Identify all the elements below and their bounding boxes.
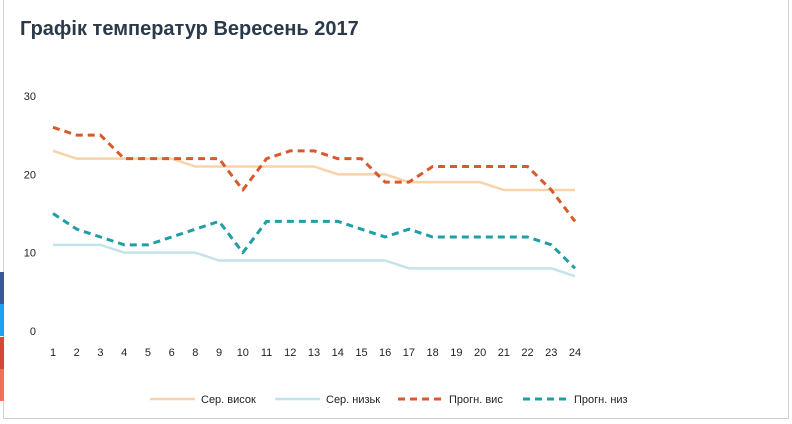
x-tick-label: 21 bbox=[498, 347, 510, 359]
x-tick-label: 5 bbox=[145, 347, 151, 359]
share-button[interactable] bbox=[0, 304, 4, 337]
x-tick-label: 22 bbox=[521, 347, 533, 359]
share-button[interactable] bbox=[0, 272, 4, 304]
x-tick-label: 8 bbox=[192, 347, 198, 359]
x-tick-label: 14 bbox=[332, 347, 344, 359]
series-line-- bbox=[52, 212, 577, 270]
x-tick-label: 20 bbox=[474, 347, 486, 359]
x-tick-label: 18 bbox=[427, 347, 439, 359]
legend-label: Сер. висок bbox=[201, 394, 256, 406]
x-tick-label: 23 bbox=[545, 347, 557, 359]
x-tick-label: 15 bbox=[355, 347, 367, 359]
x-tick-label: 24 bbox=[569, 347, 581, 359]
x-tick-label: 11 bbox=[261, 347, 272, 359]
x-tick-label: 13 bbox=[308, 347, 320, 359]
x-tick-label: 19 bbox=[450, 347, 462, 359]
y-tick-label: 30 bbox=[24, 91, 36, 103]
share-button[interactable] bbox=[0, 336, 4, 369]
share-button[interactable] bbox=[0, 368, 4, 401]
chart-panel bbox=[3, 0, 789, 419]
x-tick-label: 1 bbox=[50, 347, 56, 359]
x-tick-label: 2 bbox=[74, 347, 80, 359]
x-tick-label: 10 bbox=[237, 347, 249, 359]
legend-label: Сер. низьк bbox=[326, 394, 380, 406]
x-tick-label: 9 bbox=[216, 347, 222, 359]
series-line-- bbox=[52, 125, 577, 223]
x-tick-label: 3 bbox=[97, 347, 103, 359]
y-tick-label: 20 bbox=[24, 169, 36, 181]
x-tick-label: 6 bbox=[169, 347, 175, 359]
x-tick-label: 4 bbox=[121, 347, 127, 359]
series-line-- bbox=[53, 243, 576, 278]
x-tick-label: 16 bbox=[379, 347, 391, 359]
series-line-- bbox=[52, 149, 575, 192]
y-tick-label: 0 bbox=[30, 326, 36, 338]
legend-label: Прогн. низ bbox=[574, 394, 628, 406]
legend-label: Прогн. вис bbox=[449, 394, 503, 406]
y-tick-label: 10 bbox=[24, 248, 36, 260]
x-tick-label: 17 bbox=[403, 347, 415, 359]
x-tick-label: 12 bbox=[284, 347, 296, 359]
chart-title: Графік температур Вересень 2017 bbox=[20, 18, 359, 40]
